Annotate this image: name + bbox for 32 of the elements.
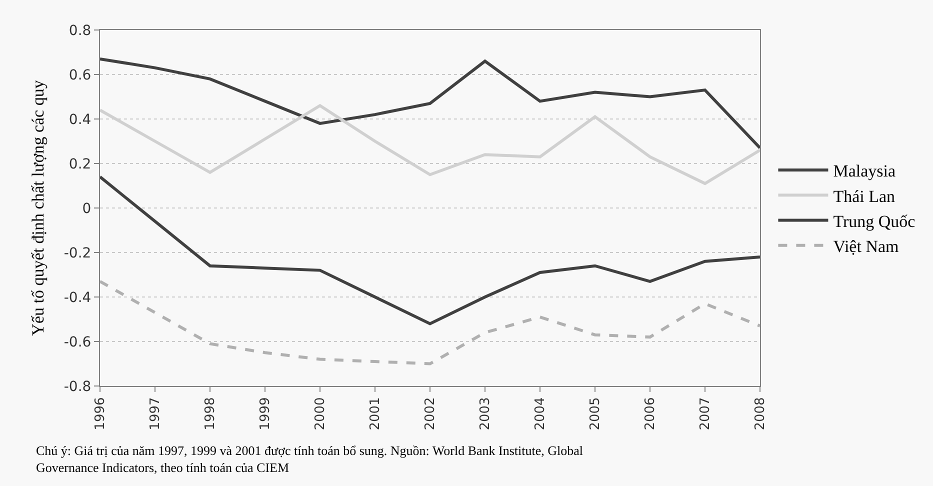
line-series <box>100 104 760 186</box>
line-series <box>100 175 760 326</box>
y-tick-label: 0.4 <box>68 112 92 128</box>
y-tick-label: 0 <box>82 200 92 217</box>
x-tick-label: 2003 <box>478 397 494 430</box>
y-tick-label: -0.4 <box>64 290 92 306</box>
line-series <box>100 280 760 366</box>
y-tick-label: 0.6 <box>68 67 92 84</box>
y-tick-label: -0.2 <box>64 245 92 262</box>
x-tick-label: 2007 <box>698 397 714 430</box>
x-tick-label: 2000 <box>313 397 328 430</box>
y-axis-title: Yếu tố quyết định chất lượng các quy <box>28 80 48 336</box>
text: Chú ý: Giá trị của năm 1997, 1999 và 2001 được tính toán bổ sung. Nguồn: World Bank Institute, Global Governance Indicators, theo tính toán của CIEM <box>36 443 584 475</box>
legend-label: Việt Nam <box>833 236 899 256</box>
y-tick-label: -0.6 <box>64 334 92 350</box>
line-series <box>100 57 760 150</box>
x-tick-label: 2006 <box>643 397 658 430</box>
x-tick-label: 1999 <box>258 397 274 430</box>
y-tick-label: 0.2 <box>68 156 92 172</box>
x-tick-label: 2005 <box>588 397 604 430</box>
x-tick-label: 2004 <box>533 397 548 430</box>
y-tick-label: 0.8 <box>68 22 92 39</box>
x-tick-label: 2001 <box>368 397 384 430</box>
legend-label: Trung Quốc <box>833 212 916 231</box>
x-tick-label: 1997 <box>148 397 164 430</box>
x-tick-label: 2002 <box>423 397 438 430</box>
x-tick-label: 2008 <box>753 397 768 430</box>
legend-label: Thái Lan <box>833 186 896 206</box>
legend-label: Malaysia <box>833 162 896 181</box>
y-tick-label: -0.8 <box>64 378 92 395</box>
x-tick-label: 1996 <box>93 397 108 430</box>
x-tick-label: 1998 <box>203 397 218 430</box>
